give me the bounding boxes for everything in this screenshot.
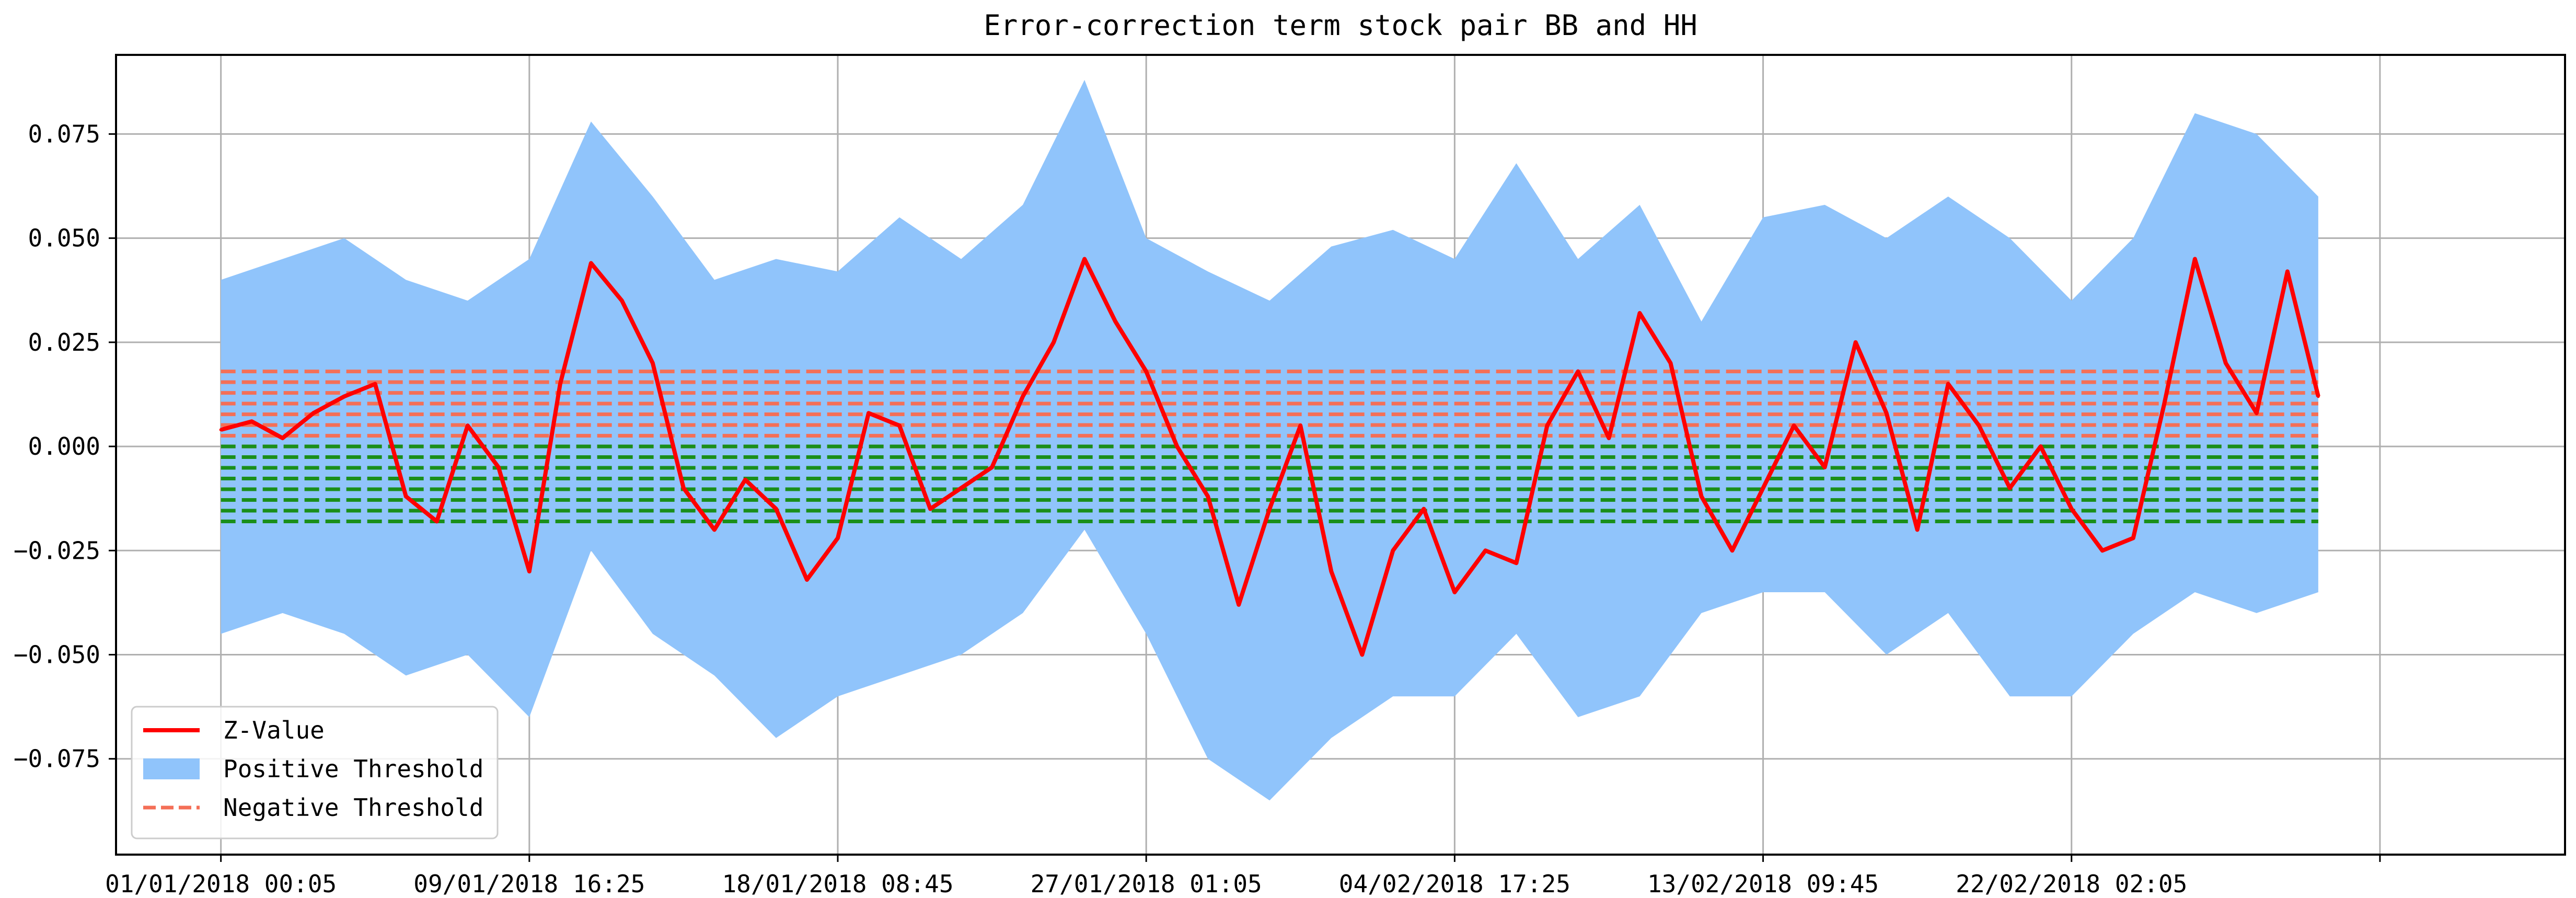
- z-value-point: [2070, 507, 2073, 511]
- legend-swatch-positive-threshold: [143, 758, 200, 779]
- z-value-point: [1854, 340, 1857, 344]
- z-value-point: [2039, 445, 2042, 448]
- z-value-point: [960, 486, 963, 490]
- z-value-point: [589, 261, 593, 265]
- z-value-point: [898, 424, 902, 428]
- z-value-point: [1206, 494, 1210, 498]
- z-value-point: [1268, 507, 1272, 511]
- z-value-point: [1823, 465, 1827, 469]
- z-value-point: [250, 420, 253, 423]
- z-value-point: [2008, 486, 2012, 490]
- z-value-point: [1145, 370, 1148, 373]
- z-value-point: [2224, 361, 2227, 365]
- z-value-point: [1175, 445, 1179, 448]
- z-value-point: [867, 411, 871, 415]
- z-value-point: [1083, 257, 1087, 261]
- z-value-point: [1545, 424, 1549, 428]
- plot-area: [219, 79, 2320, 801]
- z-value-point: [1946, 382, 1950, 386]
- z-value-point: [1237, 603, 1241, 606]
- legend-label: Negative Threshold: [223, 793, 484, 822]
- z-value-point: [836, 536, 840, 540]
- z-value-point: [1669, 361, 1672, 365]
- z-value-point: [1638, 312, 1642, 315]
- plot-frame: [115, 54, 2566, 856]
- z-value-point: [342, 395, 346, 398]
- y-tick-label: −0.075: [14, 745, 100, 773]
- z-value-point: [2316, 395, 2320, 398]
- x-tick-label: 27/01/2018 01:05: [1031, 870, 1262, 898]
- z-value-point: [1730, 549, 1734, 552]
- z-value-point: [1792, 424, 1796, 428]
- z-value-point: [805, 578, 808, 582]
- z-value-point: [1885, 411, 1888, 415]
- y-axis: 0.075 0.050 0.025 0.000 −0.025 −0.050 −0.075: [14, 120, 116, 773]
- z-value-point: [1515, 561, 1518, 565]
- z-value-point: [311, 411, 315, 415]
- z-value-point: [1422, 507, 1426, 511]
- x-tick-label: 09/01/2018 16:25: [413, 870, 645, 898]
- z-value-point: [1391, 549, 1395, 552]
- z-value-point: [1484, 549, 1487, 552]
- z-value-point: [219, 428, 223, 432]
- z-value-point: [2255, 411, 2258, 415]
- z-value-point: [1453, 590, 1457, 594]
- z-value-point: [990, 465, 994, 469]
- x-tick-label: 04/02/2018 17:25: [1339, 870, 1570, 898]
- z-value-point: [1915, 528, 1919, 532]
- positive-threshold-band: [221, 79, 2318, 801]
- z-value-point: [1299, 424, 1302, 428]
- chart-title: Error-correction term stock pair BB and …: [984, 9, 1697, 42]
- z-value-point: [496, 465, 500, 469]
- z-value-point: [1360, 653, 1364, 657]
- z-value-point: [2285, 270, 2289, 273]
- legend-label: Z-Value: [223, 716, 325, 744]
- z-value-point: [1021, 395, 1025, 398]
- y-tick-label: 0.000: [28, 432, 100, 460]
- x-tick-label: 13/02/2018 09:45: [1647, 870, 1879, 898]
- z-value-point: [620, 299, 623, 303]
- z-value-point: [527, 570, 531, 573]
- x-tick-label: 22/02/2018 02:05: [1956, 870, 2187, 898]
- z-value-point: [774, 507, 778, 511]
- z-value-point: [1700, 494, 1703, 498]
- y-tick-label: −0.025: [14, 536, 100, 565]
- z-value-point: [558, 382, 562, 386]
- z-value-point: [2100, 549, 2104, 552]
- y-tick-label: 0.050: [28, 224, 100, 252]
- z-value-point: [2193, 257, 2197, 261]
- z-value-point: [466, 424, 469, 428]
- y-tick-label: 0.075: [28, 120, 100, 148]
- z-value-point: [2131, 536, 2135, 540]
- z-value-point: [1607, 436, 1611, 440]
- z-value-point: [1052, 340, 1056, 344]
- z-value-point: [712, 528, 716, 532]
- x-tick-label: 01/01/2018 00:05: [105, 870, 337, 898]
- legend-box: [131, 706, 499, 839]
- x-axis: 01/01/2018 00:05 09/01/2018 16:25 18/01/20…: [105, 855, 2381, 898]
- z-value-point: [1576, 370, 1580, 373]
- z-value-point: [373, 382, 377, 386]
- z-value-point: [1330, 570, 1333, 573]
- z-value-point: [651, 361, 654, 365]
- z-value-point: [1977, 424, 1981, 428]
- y-tick-label: 0.025: [28, 328, 100, 356]
- z-value-point: [435, 520, 438, 523]
- z-value-point: [1114, 320, 1117, 323]
- z-value-point: [681, 486, 685, 490]
- y-tick-label: −0.050: [14, 641, 100, 669]
- z-value-point: [281, 436, 284, 440]
- x-tick-label: 18/01/2018 08:45: [722, 870, 953, 898]
- z-value-point: [1761, 486, 1765, 490]
- z-value-point: [404, 494, 408, 498]
- legend: Z-Value Positive Threshold Negative Thresh…: [131, 706, 499, 839]
- z-value-point: [2162, 403, 2166, 407]
- z-value-point: [929, 507, 932, 511]
- z-value-point: [743, 478, 747, 481]
- legend-label: Positive Threshold: [223, 755, 484, 783]
